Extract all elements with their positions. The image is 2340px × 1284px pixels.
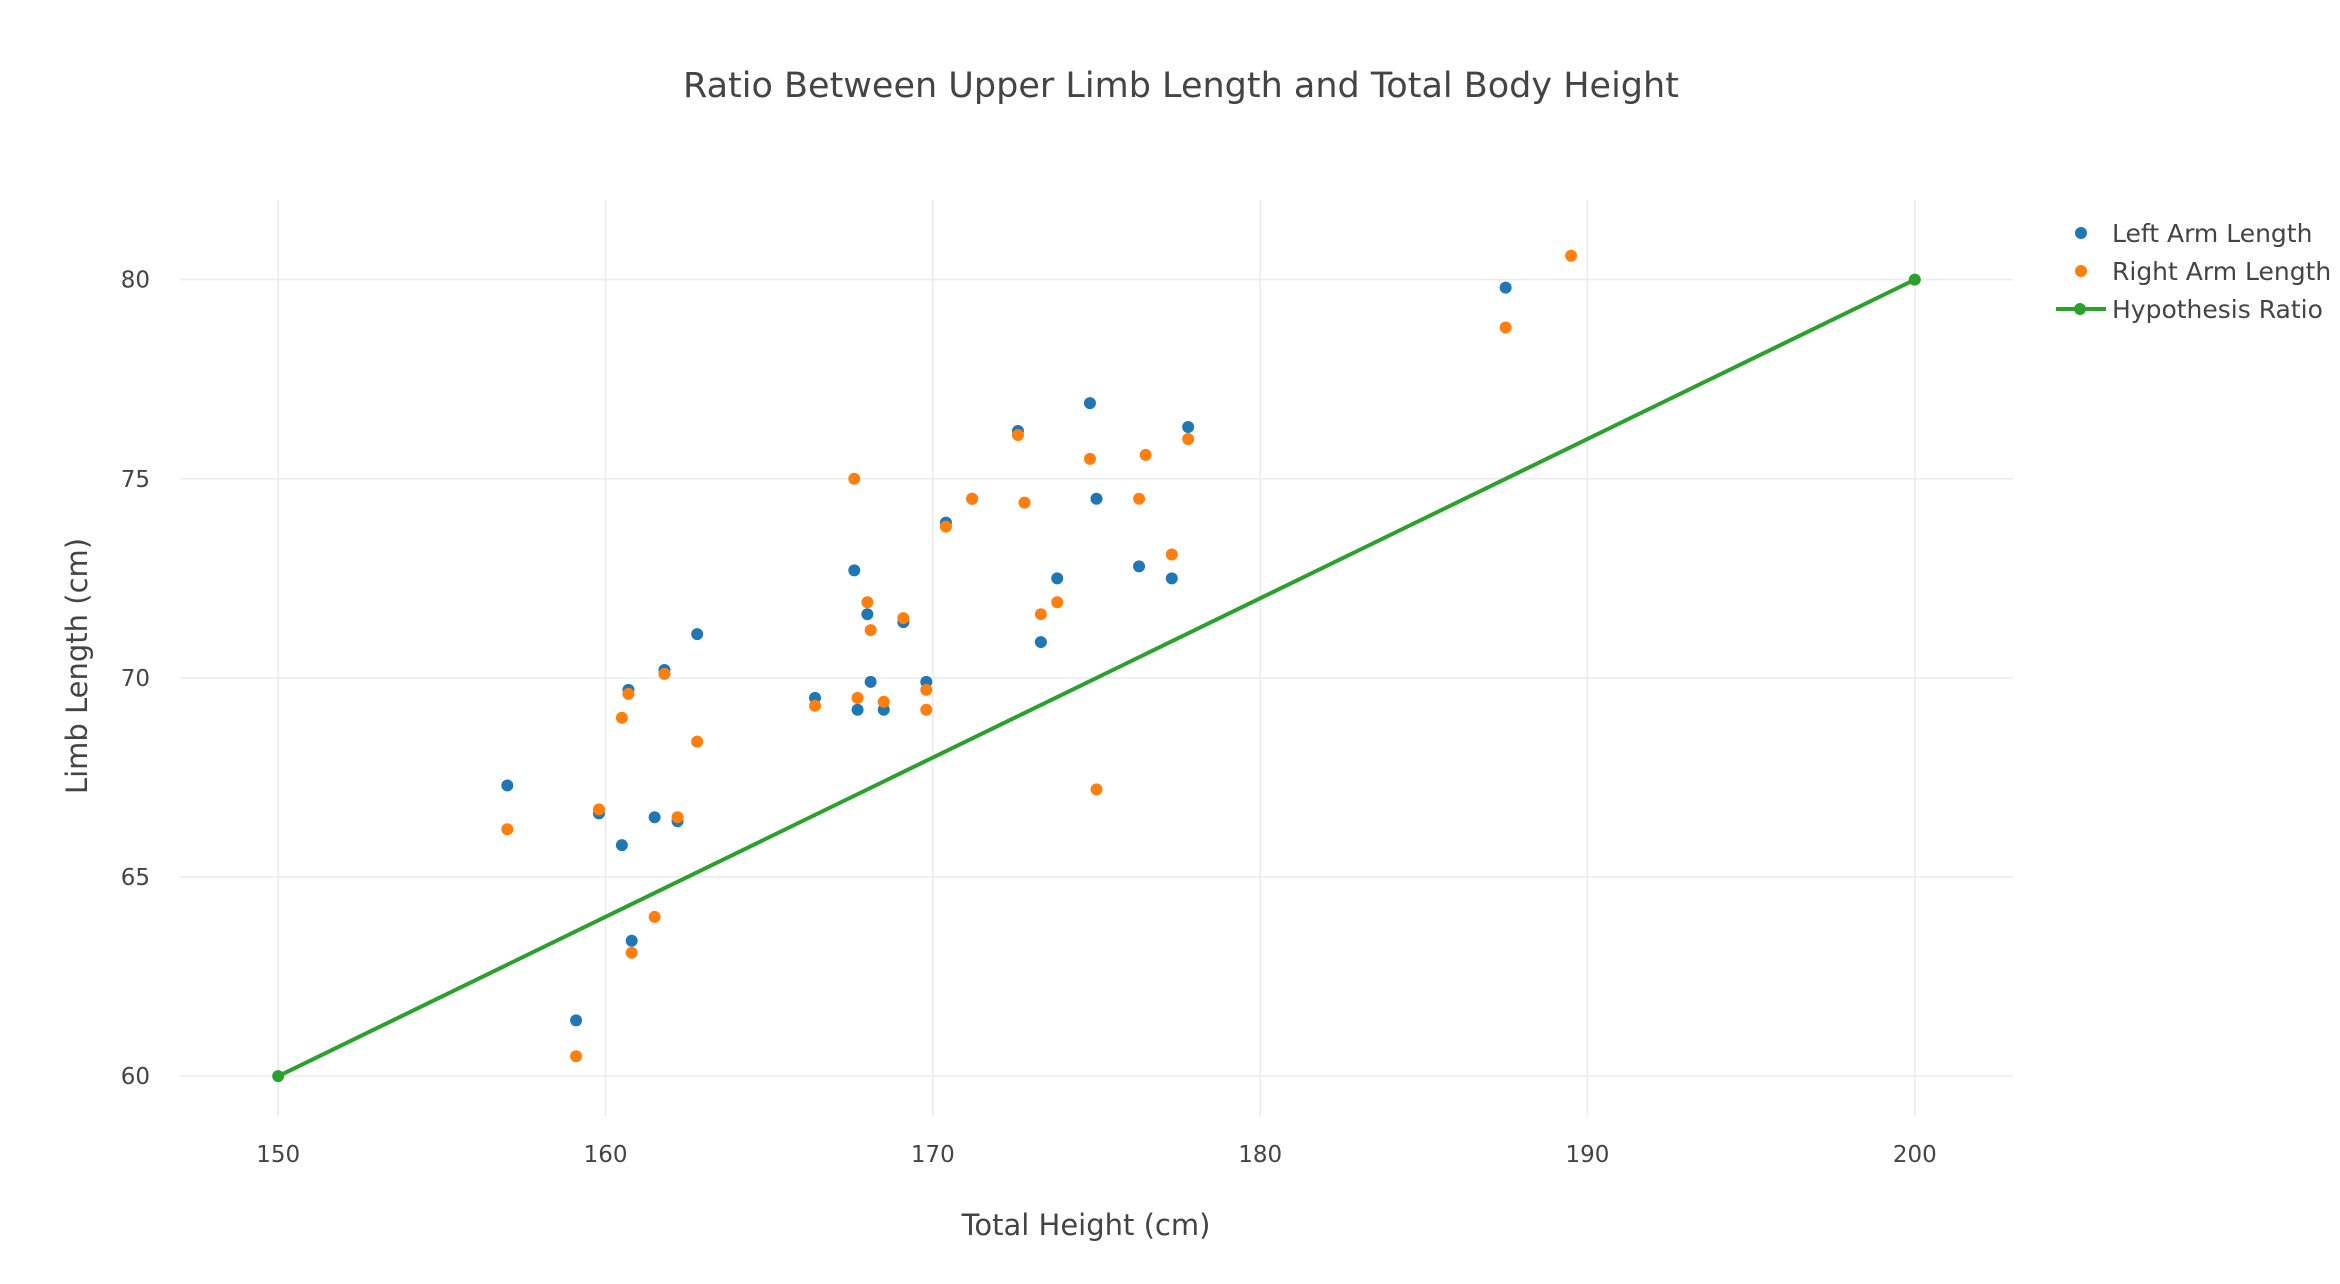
marker-dot-icon — [2075, 227, 2087, 239]
data-point-series-1 — [848, 472, 861, 485]
x-tick-label: 150 — [256, 1142, 300, 1168]
data-point-series-1 — [501, 823, 514, 836]
data-point-series-1 — [939, 520, 952, 533]
data-point-series-0 — [648, 811, 661, 824]
data-point-series-1 — [1139, 448, 1152, 461]
data-point-series-1 — [592, 803, 605, 816]
data-point-series-0 — [861, 608, 874, 621]
data-point-series-0 — [1083, 397, 1096, 410]
data-point-series-0 — [864, 675, 877, 688]
data-point-series-1 — [615, 711, 628, 724]
data-point-series-1 — [1083, 452, 1096, 465]
data-point-series-1 — [1018, 496, 1031, 509]
data-point-series-1 — [671, 811, 684, 824]
data-point-series-1 — [658, 667, 671, 680]
data-point-series-1 — [1182, 432, 1195, 445]
x-tick-label: 180 — [1238, 1142, 1282, 1168]
data-point-series-1 — [809, 699, 822, 712]
data-point-series-1 — [1011, 428, 1024, 441]
legend-label: Right Arm Length — [2112, 256, 2332, 286]
data-point-series-1 — [966, 492, 979, 505]
data-point-series-0 — [1133, 560, 1146, 573]
data-point-series-1 — [1090, 783, 1103, 796]
x-axis-title: Total Height (cm) — [961, 1208, 1211, 1242]
legend-label: Left Arm Length — [2112, 218, 2313, 248]
data-point-series-1 — [1133, 492, 1146, 505]
x-tick-label: 200 — [1893, 1142, 1937, 1168]
data-point-series-0 — [851, 703, 864, 716]
data-point-series-1 — [1051, 596, 1064, 609]
data-point-series-1 — [851, 691, 864, 704]
data-point-series-1 — [648, 910, 661, 923]
data-point-series-1 — [570, 1050, 583, 1063]
chart-title: Ratio Between Upper Limb Length and Tota… — [683, 66, 1679, 106]
data-point-series-1 — [1034, 608, 1047, 621]
legend-swatch-left-arm — [2050, 214, 2112, 252]
data-point-series-1 — [861, 596, 874, 609]
data-point-series-0 — [1182, 421, 1195, 434]
data-point-series-1 — [622, 687, 635, 700]
x-tick-label: 160 — [584, 1142, 628, 1168]
legend-swatch-right-arm — [2050, 252, 2112, 290]
legend-item-hypothesis[interactable]: Hypothesis Ratio — [2050, 290, 2340, 328]
data-point-series-1 — [864, 624, 877, 637]
y-axis-title: Limb Length (cm) — [60, 537, 94, 795]
y-tick-label: 75 — [121, 467, 150, 493]
data-point-series-0 — [1090, 492, 1103, 505]
legend-label: Hypothesis Ratio — [2112, 294, 2323, 324]
legend-swatch-hypothesis — [2050, 290, 2112, 328]
data-point-series-2 — [272, 1070, 285, 1083]
x-tick-label: 170 — [911, 1142, 955, 1168]
marker-dot-icon — [2074, 303, 2086, 315]
data-point-series-0 — [570, 1014, 583, 1027]
data-point-series-0 — [501, 779, 514, 792]
data-point-series-1 — [625, 946, 638, 959]
data-point-series-0 — [1051, 572, 1064, 585]
data-point-series-1 — [920, 703, 933, 716]
x-tick-label: 190 — [1566, 1142, 1610, 1168]
series-line-2 — [277, 277, 1916, 1078]
legend-item-left-arm[interactable]: Left Arm Length — [2050, 214, 2340, 252]
data-point-series-0 — [1165, 572, 1178, 585]
y-tick-label: 65 — [121, 865, 150, 891]
data-point-series-1 — [877, 695, 890, 708]
data-point-series-1 — [897, 612, 910, 625]
data-point-series-0 — [691, 628, 704, 641]
legend: Left Arm Length Right Arm Length Hypothe… — [2050, 214, 2340, 328]
data-point-series-0 — [615, 839, 628, 852]
data-point-series-1 — [1565, 249, 1578, 262]
data-point-series-0 — [1499, 281, 1512, 294]
y-tick-label: 70 — [121, 666, 150, 692]
data-point-series-0 — [848, 564, 861, 577]
y-tick-label: 80 — [121, 268, 150, 294]
data-point-series-1 — [691, 735, 704, 748]
data-point-series-1 — [920, 683, 933, 696]
data-point-series-0 — [625, 934, 638, 947]
data-point-series-1 — [1499, 321, 1512, 334]
data-point-series-0 — [1034, 636, 1047, 649]
data-point-series-1 — [1165, 548, 1178, 561]
y-tick-label: 60 — [121, 1064, 150, 1090]
marker-dot-icon — [2075, 265, 2087, 277]
legend-item-right-arm[interactable]: Right Arm Length — [2050, 252, 2340, 290]
data-point-series-2 — [1908, 273, 1921, 286]
